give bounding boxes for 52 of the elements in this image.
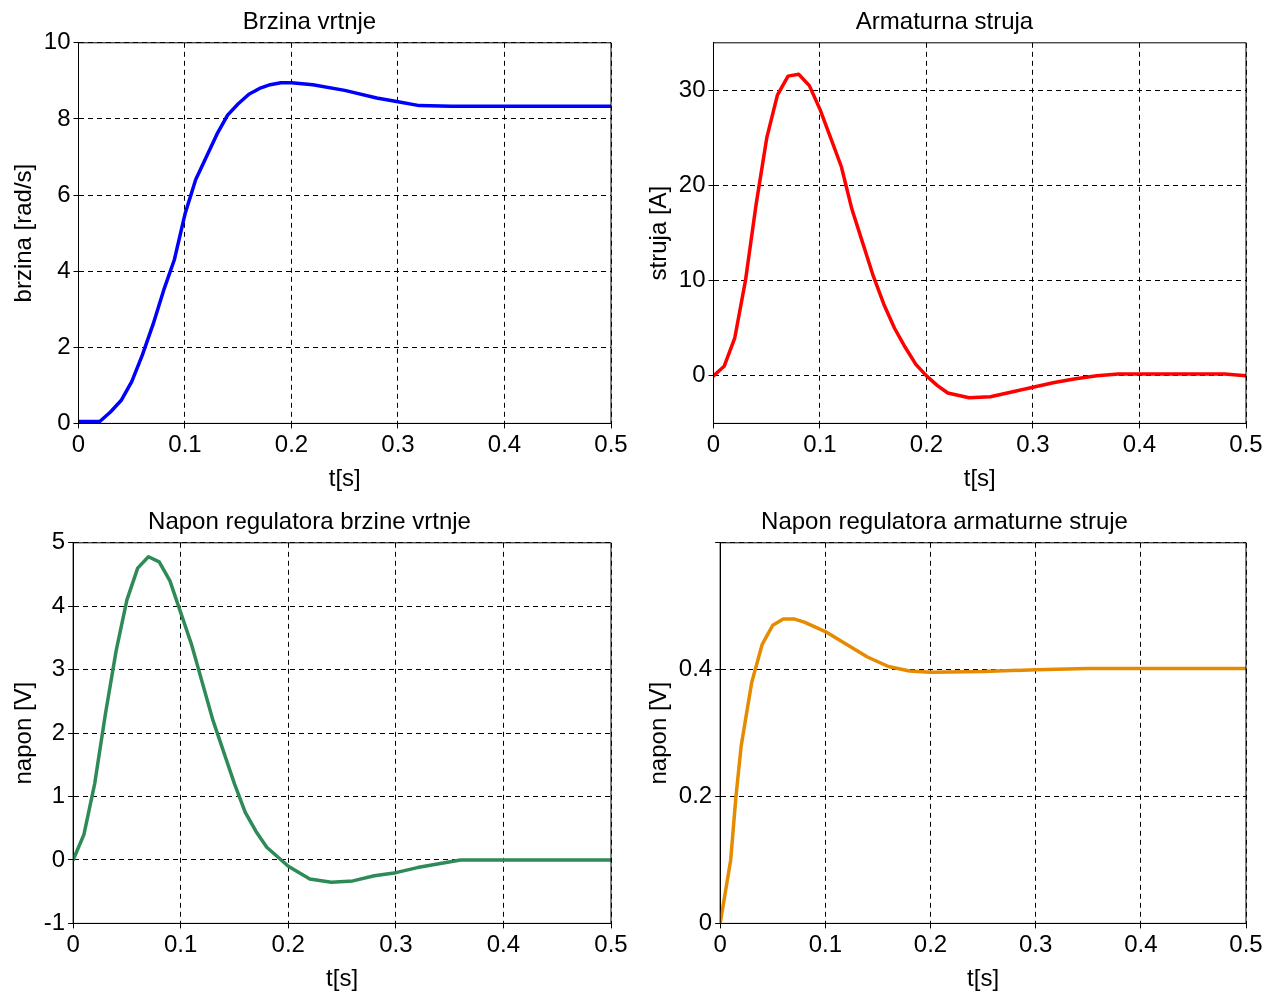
chart-title: Brzina vrtnje <box>242 7 377 35</box>
y-tick-label: 30 <box>678 75 706 102</box>
x-tick-label: 0.2 <box>913 930 948 958</box>
x-tick-label: 0.5 <box>594 930 628 958</box>
x-axis-title: t[s] <box>328 464 361 492</box>
y-tick-label: 6 <box>57 179 71 207</box>
x-tick-label: 0.4 <box>1122 430 1157 458</box>
y-tick-label: 10 <box>678 265 706 293</box>
x-tick-label: 0.2 <box>274 430 309 458</box>
x-tick-label: 0.5 <box>1229 430 1263 458</box>
y-tick-label: 5 <box>51 527 66 555</box>
y-axis-title: brzina [rad/s] <box>9 163 37 303</box>
x-tick-label: 0.3 <box>1016 430 1050 458</box>
y-axis-title: struja [A] <box>644 185 672 281</box>
x-tick-label: 0.5 <box>1229 930 1263 958</box>
x-tick-label: 0.4 <box>486 930 521 958</box>
chart-title: Napon regulatora armaturne struje <box>761 507 1128 535</box>
x-axis-title: t[s] <box>963 464 996 492</box>
x-tick-label: 0.5 <box>594 430 628 458</box>
y-tick-label: -1 <box>43 908 66 936</box>
x-tick-label: 0.3 <box>381 430 415 458</box>
y-tick-label: 0.4 <box>678 654 713 682</box>
y-tick-label: 0 <box>698 908 713 936</box>
x-tick-label: 0.2 <box>909 430 944 458</box>
y-tick-label: 1 <box>51 781 66 809</box>
x-tick-label: 0.3 <box>1018 930 1053 958</box>
y-tick-label: 0 <box>57 408 71 436</box>
y-tick-label: 4 <box>51 590 66 618</box>
x-tick-label: 0.4 <box>487 430 522 458</box>
y-tick-label: 2 <box>51 717 66 745</box>
y-tick-label: 3 <box>51 654 66 682</box>
y-tick-label: 8 <box>57 103 71 131</box>
x-axis-title: t[s] <box>326 964 359 992</box>
chart-title: Napon regulatora brzine vrtnje <box>148 507 471 535</box>
x-tick-label: 0.3 <box>379 930 413 958</box>
x-tick-label: 0.1 <box>164 930 198 958</box>
x-tick-label: 0.1 <box>808 930 843 958</box>
y-tick-label: 0 <box>51 844 66 872</box>
x-tick-label: 0.4 <box>1124 930 1158 958</box>
x-axis-title: t[s] <box>967 964 1000 992</box>
y-tick-label: 10 <box>43 27 71 55</box>
y-tick-label: 0 <box>692 360 706 388</box>
y-tick-label: 20 <box>678 170 706 198</box>
y-axis-title: napon [V] <box>9 681 37 785</box>
y-axis-title: napon [V] <box>644 681 672 785</box>
y-tick-label: 0.2 <box>678 781 713 809</box>
x-tick-label: 0.1 <box>168 430 202 458</box>
y-tick-label: 4 <box>57 255 71 283</box>
chart-title: Armaturna struja <box>855 7 1034 35</box>
y-tick-label: 2 <box>57 331 71 359</box>
x-tick-label: 0.1 <box>803 430 837 458</box>
x-tick-label: 0.2 <box>271 930 305 958</box>
